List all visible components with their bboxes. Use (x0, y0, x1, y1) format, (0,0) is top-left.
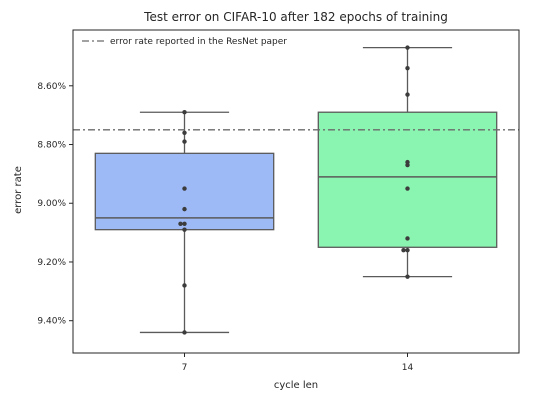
data-point (405, 45, 409, 49)
y-tick-label: 8.60% (37, 82, 66, 92)
x-tick-label: 14 (402, 363, 414, 373)
legend-label: error rate reported in the ResNet paper (110, 37, 287, 47)
chart-title: Test error on CIFAR-10 after 182 epochs … (143, 10, 448, 24)
x-axis-label: cycle len (274, 380, 318, 391)
y-axis-label: error rate (13, 166, 24, 214)
data-point (182, 330, 186, 334)
data-point (182, 207, 186, 211)
data-point (182, 110, 186, 114)
data-point (405, 66, 409, 70)
y-tick-label: 9.20% (37, 258, 66, 268)
y-tick-label: 9.00% (37, 199, 66, 209)
x-tick-label: 7 (182, 363, 188, 373)
data-point (405, 92, 409, 96)
data-point (182, 139, 186, 143)
data-point (401, 248, 405, 252)
data-point (405, 236, 409, 240)
data-point (405, 163, 409, 167)
data-point (178, 222, 182, 226)
box-14 (318, 112, 496, 247)
legend: error rate reported in the ResNet paper (82, 37, 287, 47)
y-tick-label: 8.80% (37, 141, 66, 151)
data-point (405, 274, 409, 278)
data-point (182, 227, 186, 231)
data-point (182, 283, 186, 287)
data-point (182, 222, 186, 226)
y-tick-label: 9.40% (37, 317, 66, 327)
data-point (182, 131, 186, 135)
data-point (405, 248, 409, 252)
data-point (182, 186, 186, 190)
data-point (405, 186, 409, 190)
